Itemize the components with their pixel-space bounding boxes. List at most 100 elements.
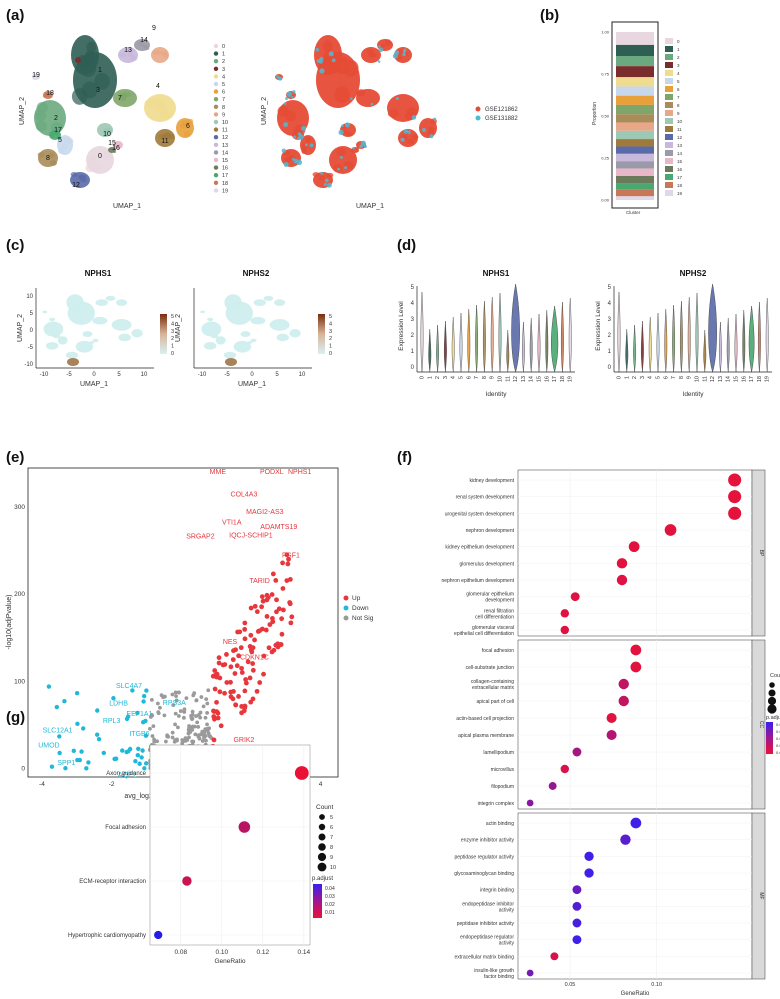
volcano-point-up	[231, 648, 236, 654]
proportion-stack	[616, 32, 654, 200]
volcano-point-notsig	[205, 701, 210, 706]
violin-shape	[436, 324, 439, 373]
volcano-point-notsig	[190, 739, 195, 744]
violin-xtick: 12	[513, 376, 519, 382]
feature-hotspot	[225, 358, 237, 366]
violin-shape	[664, 308, 668, 373]
go-facet-strip	[751, 639, 766, 810]
volcano-point-notsig	[205, 722, 209, 727]
dataset-point	[285, 97, 289, 101]
feature-blob	[269, 318, 290, 331]
go-dot	[572, 747, 582, 757]
kegg-dot	[182, 876, 192, 886]
cluster-legend-dot	[213, 74, 219, 79]
dataset-point	[296, 159, 303, 166]
dataset-point	[344, 122, 350, 128]
dataset-point	[363, 144, 367, 149]
dataset-blob-part	[406, 107, 418, 116]
violin-shape	[617, 291, 621, 373]
cluster-label: 8	[46, 155, 50, 162]
dataset-point	[309, 143, 314, 148]
feature-colorbar-tick: 0	[171, 351, 174, 357]
go-dot	[572, 885, 582, 895]
feature-blob	[43, 321, 64, 337]
proportion-legend-label: 19	[677, 191, 683, 196]
volcano-label-up: GRIK2	[233, 737, 254, 744]
volcano-gene-labels: MME PODXL NPHS1 COL4A3 MAGI2-AS3 ADAMTS19 VTI1…	[38, 469, 311, 779]
volcano-point-up	[248, 647, 254, 653]
cluster-blob-part	[116, 144, 121, 148]
feature-blob	[250, 338, 257, 343]
volcano-label-down: EEF1A1	[126, 711, 152, 718]
go-dot	[606, 729, 617, 741]
violin-xtick: 15	[537, 376, 543, 382]
volcano-point-up	[242, 688, 248, 694]
go-size-legend-dot	[767, 696, 777, 706]
proportion-legend-key	[665, 142, 673, 148]
go-dot	[618, 678, 629, 690]
violin-xtick: 8	[679, 376, 685, 379]
go-dot	[630, 661, 642, 673]
volcano-point-notsig	[196, 734, 201, 739]
dataset-point	[338, 129, 344, 136]
volcano-point-up	[234, 663, 240, 669]
cluster-blob-part	[48, 152, 56, 158]
cluster-label: 2	[54, 115, 58, 122]
dataset-point	[395, 96, 399, 100]
go-term-label: peptidase regulator activity	[455, 854, 515, 860]
go-term-label: kidney development	[470, 478, 515, 484]
volcano-point-down	[62, 698, 67, 704]
cluster-legend-dot	[213, 66, 219, 72]
volcano-point-notsig	[206, 688, 211, 693]
volcano-point-up	[228, 694, 234, 700]
kegg-xtick: 0.12	[256, 949, 269, 956]
feature-blob	[233, 340, 252, 353]
volcano-point-notsig	[190, 709, 195, 714]
feature-xtick: 5	[275, 372, 279, 378]
cluster-blob-part	[183, 130, 191, 137]
violin-shape	[537, 313, 541, 373]
dataset-blob-part	[379, 43, 386, 48]
violin-ylabel: Expression Level	[595, 301, 602, 351]
volcano-ytick: 300	[14, 504, 25, 511]
go-dot	[728, 473, 742, 487]
cluster-blob-part	[143, 46, 150, 51]
dataset-blob-part	[406, 138, 414, 145]
feature-xtick: -5	[224, 372, 230, 378]
volcano-point-notsig	[184, 696, 189, 701]
kegg-size-legend-label: 9	[330, 855, 333, 861]
feature-blob	[116, 299, 128, 306]
violin-shape	[672, 304, 675, 373]
go-size-legend-dot	[768, 689, 776, 697]
go-color-legend-title: p.adjust	[766, 715, 780, 721]
cluster-legend-label: 9	[222, 112, 225, 118]
dataset-blob-part	[336, 147, 347, 157]
volcano-point-up	[252, 603, 258, 609]
proportion-legend-key	[665, 118, 673, 124]
volcano-point-up	[242, 703, 248, 709]
proportion-segment	[616, 104, 654, 115]
volcano-point-up	[287, 600, 293, 605]
cluster-label: 12	[72, 182, 80, 189]
proportion-legend-label: 17	[677, 175, 683, 180]
violin-xtick: 10	[498, 376, 504, 382]
volcano-point-down	[120, 748, 125, 753]
dataset-blob-part	[355, 147, 359, 150]
proportion-legend-label: 6	[677, 87, 680, 92]
proportion-segment	[616, 161, 654, 169]
volcano-point-up	[285, 561, 291, 567]
go-term-label: glomerular epithelium	[466, 592, 514, 598]
dataset-blob-part	[385, 39, 391, 43]
go-term-label: renal system development	[456, 495, 515, 501]
cluster-legend-dot	[213, 97, 219, 102]
proportion-segment	[616, 77, 654, 87]
volcano-point-up	[247, 675, 253, 681]
go-dot	[584, 851, 594, 861]
cluster-legend-dot	[213, 180, 219, 185]
go-facet-panel	[517, 469, 753, 637]
violin-xtick: 11	[505, 376, 511, 382]
go-dot	[572, 918, 582, 928]
cluster-blob-part	[86, 41, 97, 54]
kegg-size-legend-label: 5	[330, 815, 333, 821]
